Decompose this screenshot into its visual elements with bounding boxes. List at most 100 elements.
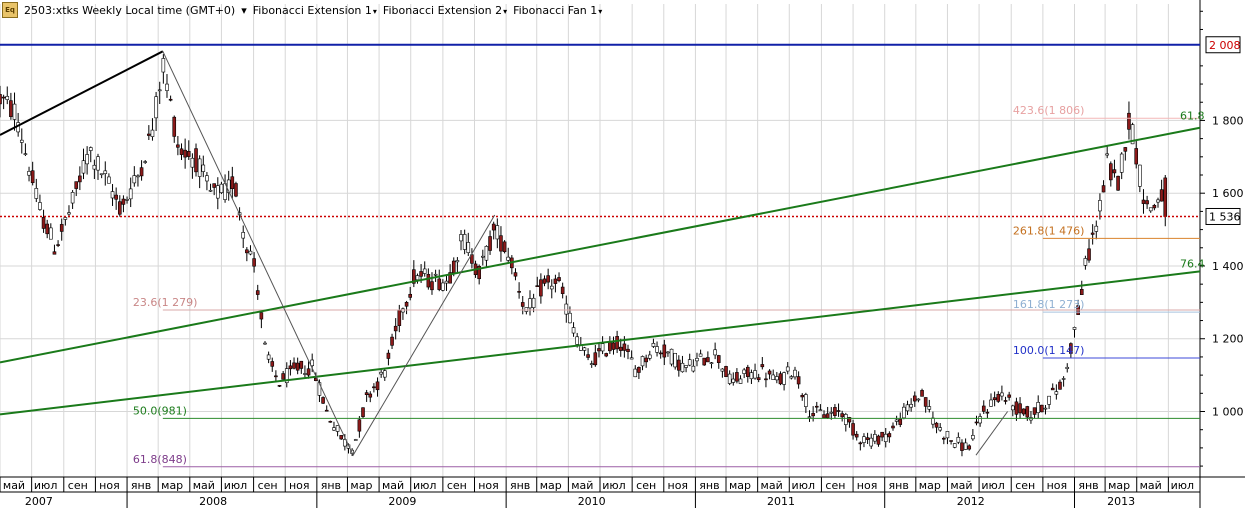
chart-toolbar: Eq 2503:xtks Weekly Local time (GMT+0) ▾ …	[0, 0, 1202, 20]
candle-bear	[412, 269, 416, 284]
candle-bear	[662, 344, 667, 358]
candle-bear	[52, 251, 57, 255]
candle-bear	[368, 393, 373, 398]
y-tick-label: 1 600	[1212, 187, 1244, 200]
candle-bear	[59, 224, 64, 232]
candle-bear	[847, 417, 852, 423]
candle-bull	[248, 250, 253, 255]
equity-icon[interactable]: Eq	[2, 2, 18, 18]
candle-bear	[814, 405, 819, 408]
chevron-down-icon: ▾	[598, 6, 603, 16]
x-tick-label: мар	[919, 479, 941, 492]
x-tick-label: июл	[224, 479, 247, 492]
candle-bull	[528, 298, 532, 309]
chevron-down-icon: ▾	[372, 6, 377, 16]
candle-bear	[234, 183, 238, 197]
x-tick-label: сен	[447, 479, 467, 492]
candle-bull	[1054, 391, 1059, 395]
candle-bull	[844, 414, 848, 425]
candle-bull	[67, 212, 71, 215]
candle-bear	[448, 272, 452, 284]
candle-bull	[201, 164, 206, 172]
candle-bear	[851, 423, 855, 436]
candle-bear	[430, 281, 434, 291]
x-tick-label: июл	[34, 479, 57, 492]
candle-bear	[949, 440, 953, 442]
candle-bear	[117, 201, 122, 215]
fan-label: 76.4	[1180, 257, 1205, 270]
x-tick-label: ноя	[668, 479, 689, 492]
symbol-label[interactable]: 2503:xtks Weekly Local time (GMT+0)	[24, 3, 236, 17]
candle-bull	[956, 436, 961, 443]
candle-bull	[695, 357, 699, 362]
candle-bull	[989, 399, 993, 407]
year-label: 2013	[1107, 495, 1135, 508]
candle-bull	[727, 373, 732, 384]
candle-bear	[426, 274, 431, 288]
year-label: 2009	[388, 495, 416, 508]
candle-bull	[640, 356, 645, 367]
candle-bear	[212, 183, 216, 188]
candle-bear	[1087, 248, 1091, 261]
candle-bear	[245, 249, 249, 254]
candle-bear	[1145, 200, 1149, 205]
candle-bull	[1065, 366, 1070, 369]
candle-bear	[858, 442, 863, 445]
candle-bear	[419, 271, 423, 277]
candle-bear	[183, 149, 187, 158]
candle-bear	[611, 342, 616, 350]
candle-bear	[767, 370, 772, 375]
candle-bull	[927, 406, 932, 410]
candle-bull	[462, 234, 467, 250]
candle-bull	[1083, 258, 1088, 266]
candle-bear	[339, 435, 344, 440]
candle-bear	[836, 410, 841, 412]
candle-bear	[386, 352, 391, 359]
candle-bear	[854, 433, 859, 438]
candle-bull	[862, 436, 866, 443]
candle-bear	[259, 312, 264, 320]
candle-bull	[669, 348, 674, 365]
candle-bull	[125, 199, 129, 201]
candle-bull	[23, 153, 28, 155]
candle-bull	[1061, 378, 1066, 380]
candle-bull	[19, 139, 24, 143]
candle-bear	[626, 348, 630, 352]
candle-bear	[114, 194, 118, 200]
candle-bear	[502, 241, 507, 253]
candle-bull	[49, 227, 53, 240]
tool-fibonacci-extension-1[interactable]: Fibonacci Extension 1▾	[252, 3, 377, 17]
x-tick-label: июл	[792, 479, 815, 492]
candle-bear	[270, 361, 275, 367]
tool-fibonacci-fan-1[interactable]: Fibonacci Fan 1▾	[513, 3, 603, 17]
x-tick-label: май	[761, 479, 783, 492]
x-tick-label: июл	[981, 479, 1004, 492]
candle-bear	[608, 342, 612, 352]
candle-bear	[1152, 204, 1157, 209]
candle-bear	[778, 373, 783, 385]
candle-bear	[745, 366, 750, 377]
candle-bear	[179, 148, 184, 155]
candle-bull	[931, 417, 935, 425]
candle-bull	[753, 370, 757, 379]
candle-bull	[1119, 153, 1124, 173]
candle-bear	[252, 258, 256, 267]
candle-bull	[680, 362, 685, 373]
x-tick-label: ноя	[478, 479, 499, 492]
candle-bull	[484, 246, 489, 261]
candle-bull	[647, 354, 652, 359]
candle-bear	[960, 442, 964, 451]
candle-bear	[139, 167, 144, 177]
candle-bull	[1000, 392, 1004, 397]
candle-bull	[869, 437, 874, 447]
tool-fibonacci-extension-2[interactable]: Fibonacci Extension 2▾	[382, 3, 508, 17]
x-tick-label: мар	[1108, 479, 1130, 492]
candle-bull	[789, 376, 794, 379]
candle-bear	[357, 419, 362, 432]
candle-bull	[883, 433, 888, 442]
chevron-down-icon[interactable]: ▾	[241, 3, 247, 17]
candle-bull	[691, 365, 696, 372]
candle-bull	[379, 371, 383, 375]
candle-bear	[1040, 404, 1044, 413]
candle-bull	[902, 406, 906, 419]
